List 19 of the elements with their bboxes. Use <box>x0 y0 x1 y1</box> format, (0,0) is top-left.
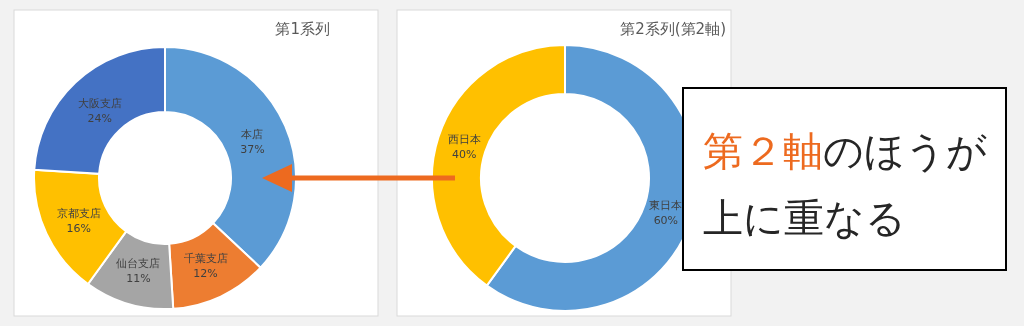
data-label: 60% <box>653 213 679 227</box>
slice-label: 千葉支店 <box>183 252 228 266</box>
slice-label: 本店 <box>241 128 264 142</box>
text: 第２軸 <box>703 128 823 174</box>
text: のほうが <box>823 128 987 174</box>
data-label: 40% <box>451 148 477 162</box>
slice-label: 京都支店 <box>56 206 101 220</box>
data-label: 37% <box>240 143 265 157</box>
chart-title: 第1系列 <box>275 20 330 38</box>
data-label: 24% <box>87 111 113 125</box>
slice-label: 仙台支店 <box>116 257 161 271</box>
slice-label: 東日本 <box>649 198 683 212</box>
slice-label: 西日本 <box>447 133 481 147</box>
chart-title: 第2系列(第2軸) <box>620 20 726 38</box>
data-label: 12% <box>193 267 218 281</box>
data-label: 16% <box>66 221 92 235</box>
data-label: 11% <box>126 272 151 286</box>
slice-label: 大阪支店 <box>77 96 122 110</box>
text: 上に重なる <box>703 195 906 241</box>
